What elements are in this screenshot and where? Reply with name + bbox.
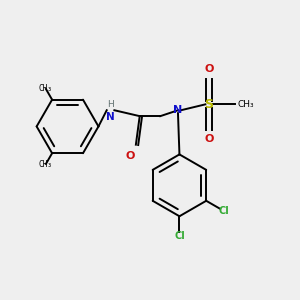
Text: Cl: Cl [218,206,229,216]
Text: H: H [107,100,114,109]
Text: CH₃: CH₃ [238,100,254,109]
Text: O: O [204,134,214,144]
Text: S: S [204,98,213,111]
Text: N: N [173,105,183,115]
Text: Cl: Cl [174,231,185,241]
Text: CH₃: CH₃ [38,160,52,169]
Text: O: O [125,151,135,161]
Text: O: O [204,64,214,74]
Text: N: N [106,112,115,122]
Text: CH₃: CH₃ [38,84,52,93]
